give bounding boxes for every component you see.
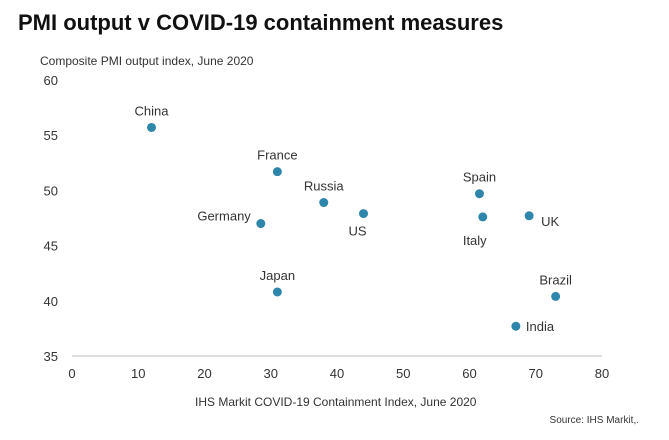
x-tick-label: 0 [68,366,75,381]
point-china [147,122,156,132]
y-tick-label: 40 [44,294,58,309]
point-label-japan: Japan [260,268,295,283]
y-tick-label: 55 [44,128,58,143]
point-label-germany: Germany [197,209,251,224]
x-tick-label: 80 [595,366,609,381]
point-russia [319,198,329,208]
point-labels: China France Russia Germany US Japan Spain Ital… [135,103,572,334]
x-tick-label: 60 [462,366,476,381]
x-axis-label: IHS Markit COVID-19 Containment Index, J… [195,395,477,409]
point-japan [272,287,282,297]
point-label-italy: Italy [463,233,487,248]
x-tick-label: 10 [131,366,145,381]
y-tick-label: 60 [44,73,58,88]
point-label-spain: Spain [463,170,496,185]
x-tick-label: 70 [529,366,543,381]
data-points [147,122,561,331]
x-tick-label: 20 [197,366,211,381]
point-label-india: India [526,319,555,334]
point-label-us: US [348,224,366,239]
point-spain [474,189,484,199]
chart-title: PMI output v COVID-19 containment measur… [18,10,504,35]
x-tick-label: 30 [264,366,278,381]
y-axis-label: Composite PMI output index, June 2020 [40,54,254,68]
point-france [272,167,282,177]
point-label-uk: UK [541,214,559,229]
y-tick-label: 35 [44,349,58,364]
y-tick-label: 50 [44,183,58,198]
x-tick-label: 50 [396,366,410,381]
point-label-brazil: Brazil [539,272,572,287]
point-italy [478,212,488,222]
point-label-russia: Russia [304,179,345,194]
point-brazil [551,291,561,301]
x-tick-label: 40 [330,366,344,381]
point-us [359,209,368,219]
point-germany [256,219,266,229]
axes: 35 40 45 50 55 60 0 10 20 30 40 50 60 70 80 [44,73,610,381]
y-tick-label: 45 [44,239,58,254]
point-india [511,321,521,331]
point-uk [524,211,534,221]
point-label-france: France [257,148,297,163]
point-label-china: China [135,103,170,118]
source-note: Source: IHS Markit,. [549,415,639,426]
